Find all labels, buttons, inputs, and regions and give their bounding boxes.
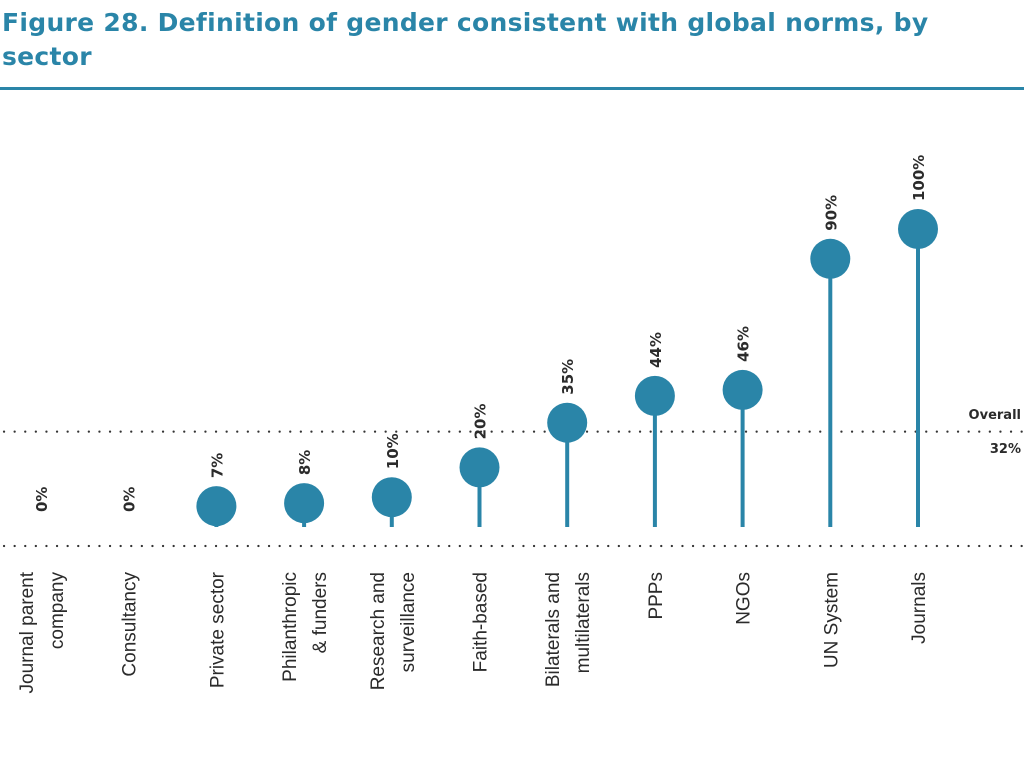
lollipop-dot [898, 209, 938, 249]
value-label: 20% [472, 403, 490, 439]
category-label-line: company [47, 572, 68, 650]
category-label-line: Bilaterals and [543, 572, 564, 687]
category-label-line: UN System [821, 572, 842, 668]
reference-value-label: 32% [990, 442, 1021, 457]
category-label: Consultancy [120, 572, 141, 677]
category-label: Journals [909, 572, 930, 644]
reference-label: Overall [969, 408, 1021, 423]
lollipop-dot [634, 375, 675, 416]
category-label-line: surveillance [398, 572, 419, 672]
title-rule [0, 87, 1024, 90]
lollipop-dot [722, 369, 763, 410]
chart-title: Figure 28. Definition of gender consiste… [2, 8, 929, 71]
category-label-line: & funders [310, 572, 331, 653]
category-label-line: Journal parent [17, 571, 38, 693]
value-label: 10% [384, 433, 402, 469]
category-label: PPPs [646, 572, 667, 620]
lollipop-dot [547, 402, 588, 443]
value-label: 90% [822, 195, 840, 231]
category-label-line: Journals [909, 572, 930, 644]
value-label: 0% [33, 487, 51, 512]
lollipop-dot [371, 477, 412, 518]
value-label: 46% [735, 326, 753, 362]
category-label-line: Research and [368, 572, 389, 690]
value-label: 100% [910, 155, 928, 201]
lollipop-dot [459, 447, 500, 488]
value-label: 8% [296, 450, 314, 475]
category-label-line: PPPs [646, 572, 667, 620]
category-label-line: Private sector [207, 571, 228, 688]
category-label: Private sector [207, 571, 228, 688]
category-label-line: multilaterals [573, 572, 594, 673]
category-label-line: Faith-based [471, 572, 492, 672]
value-label: 7% [208, 453, 226, 478]
value-label: 0% [121, 487, 139, 512]
category-label: Bilaterals and multilaterals [543, 572, 594, 687]
category-label: UN System [821, 572, 842, 668]
lollipop-dot [196, 486, 237, 527]
category-label-line: NGOs [734, 572, 755, 625]
category-label-line: Philanthropic [280, 572, 301, 682]
category-label: Philanthropic & funders [280, 572, 331, 682]
category-label-line: Consultancy [120, 572, 141, 677]
category-label: Journal parent company [17, 571, 68, 693]
category-label: Faith-based [471, 572, 492, 672]
value-label: 35% [559, 359, 577, 395]
category-label: Research and surveillance [368, 572, 419, 690]
lollipop-dot [284, 483, 325, 524]
value-label: 44% [647, 332, 665, 368]
lollipop-dot [810, 238, 851, 279]
category-label: NGOs [734, 572, 755, 625]
